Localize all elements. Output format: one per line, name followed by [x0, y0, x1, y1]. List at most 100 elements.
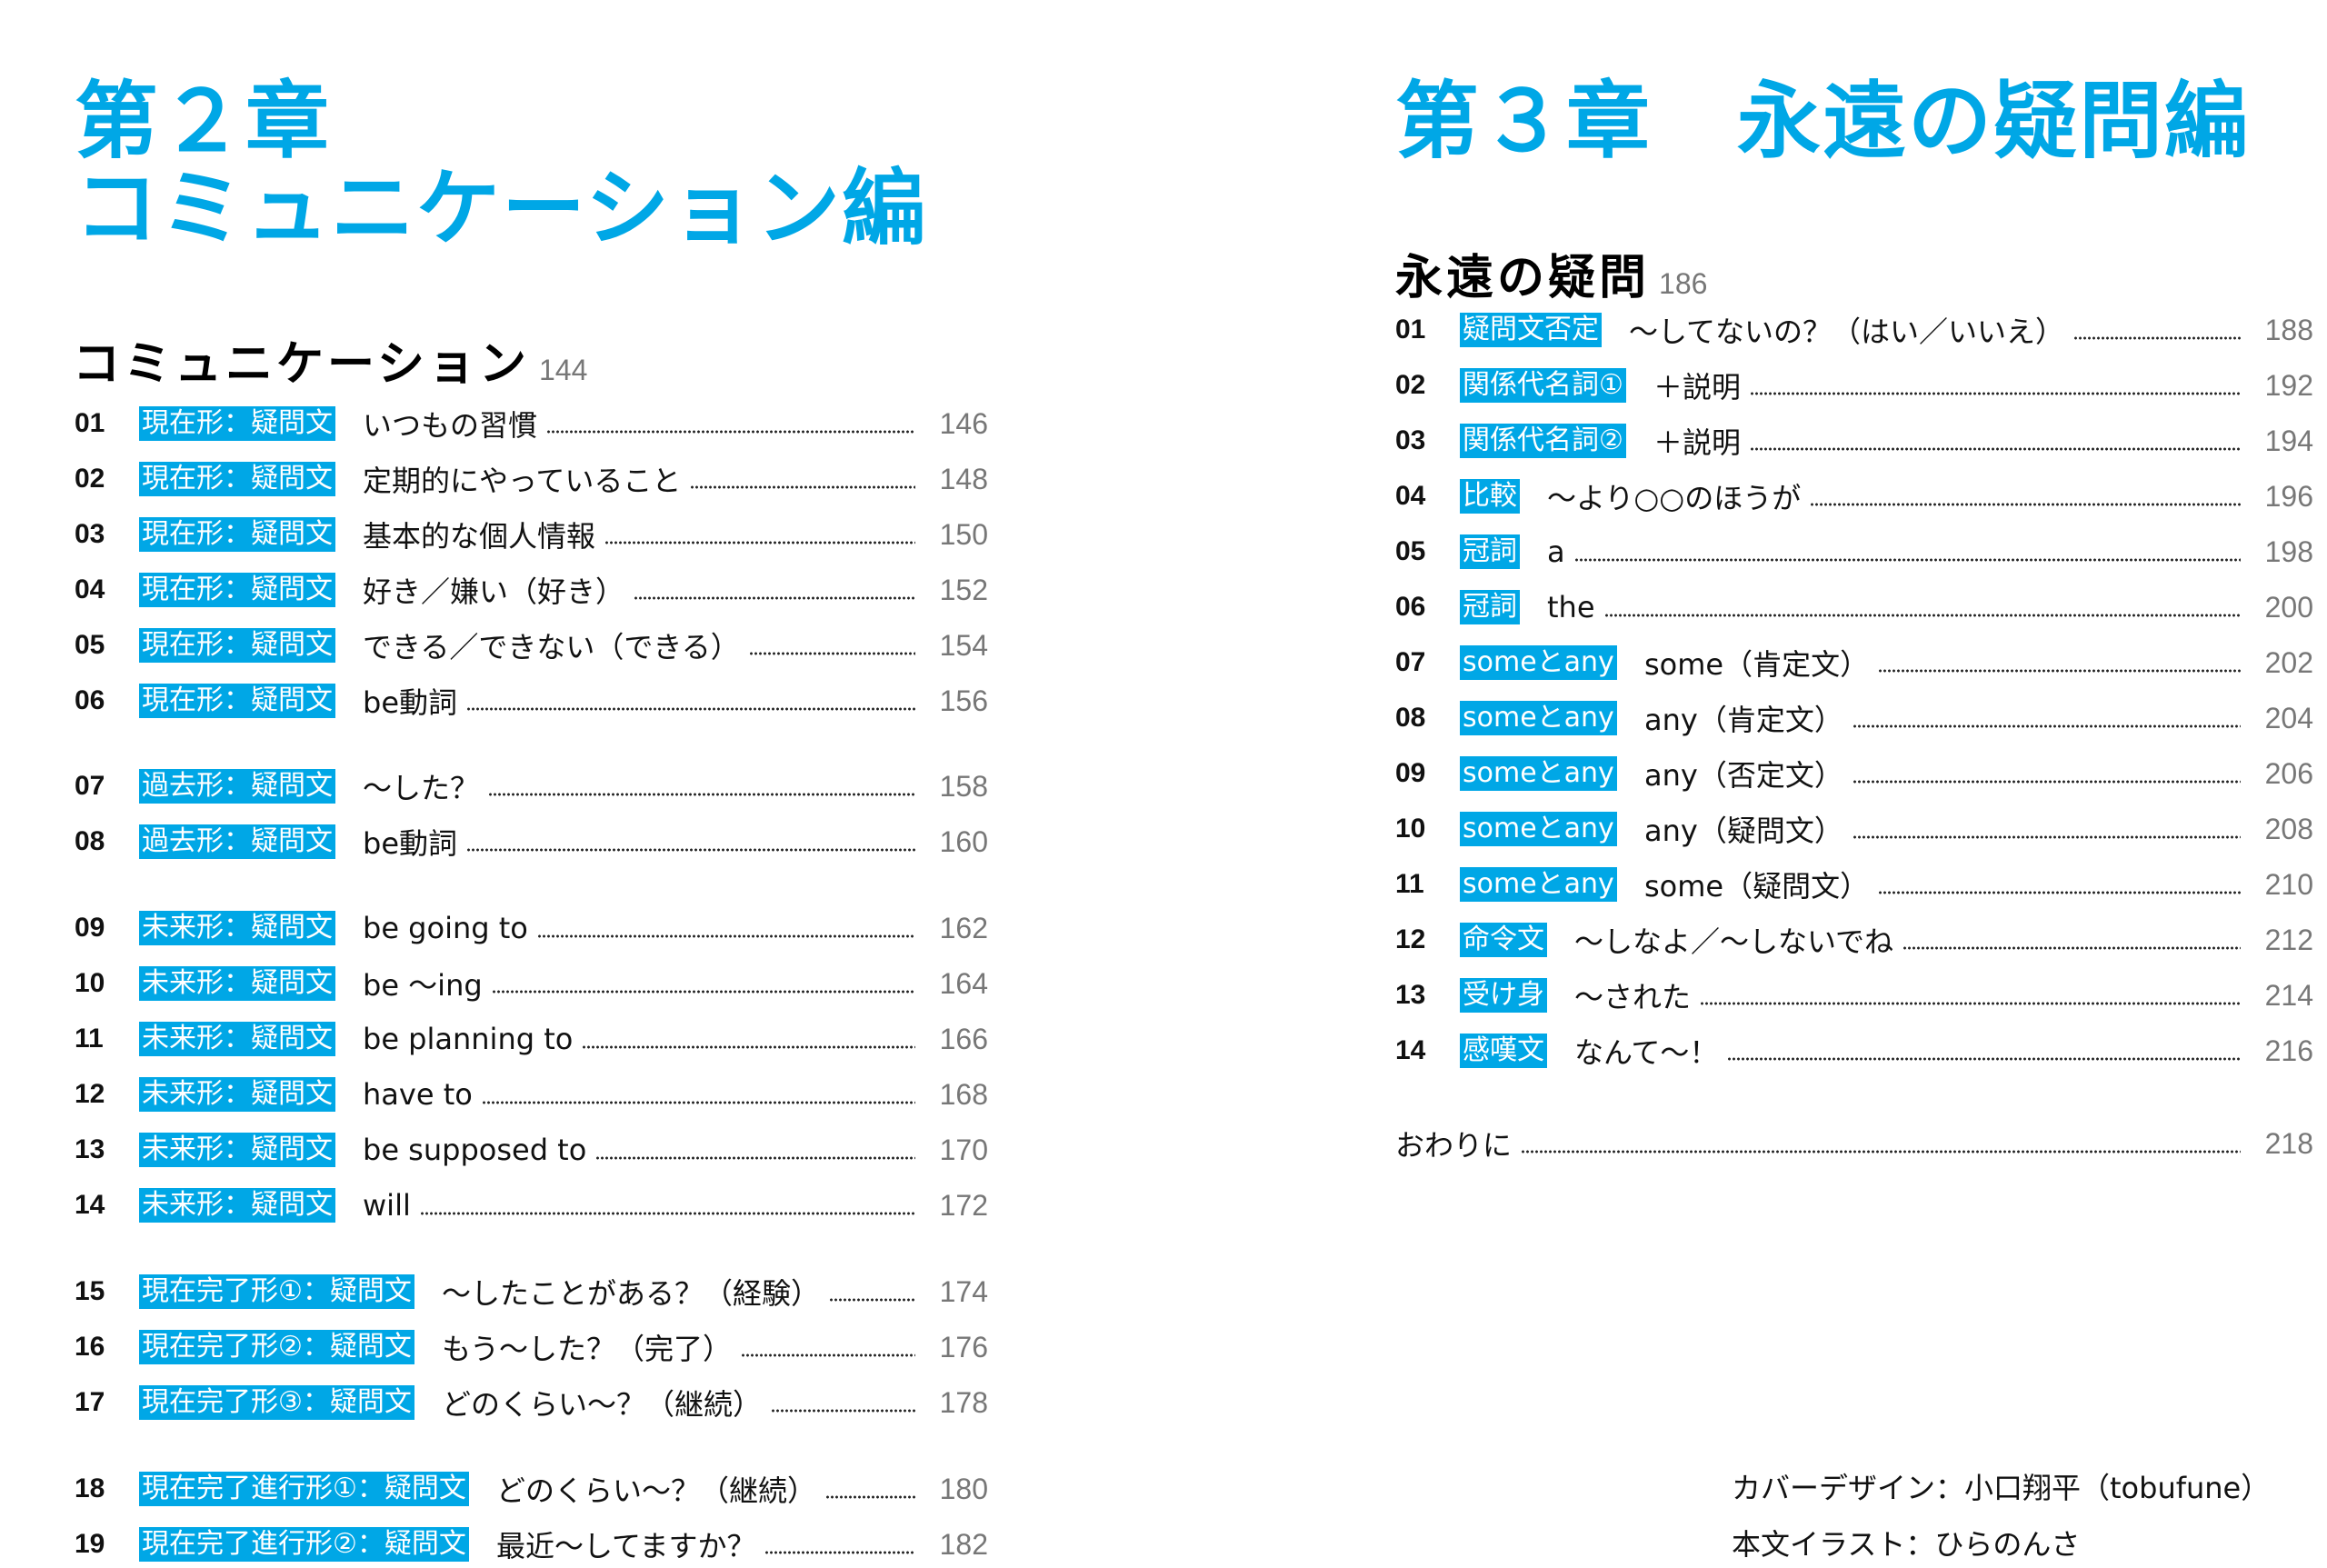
toc-row[interactable]: 10 someとany any（疑問文） 208: [1395, 811, 2313, 848]
toc-row[interactable]: 16 現在完了形②：疑問文 もう～した？（完了） 176: [75, 1329, 988, 1366]
toc-row[interactable]: 01 現在形：疑問文 いつもの習慣 146: [75, 405, 988, 443]
right-page: 第３章 永遠の疑問編 永遠の疑問 186 01 疑問文否定 ～してないの？（はい／いい…: [1164, 0, 2327, 1568]
category-badge: 未来形：疑問文: [139, 966, 335, 1001]
entry-number: 01: [75, 408, 105, 438]
toc-row[interactable]: 09 未来形：疑問文 be going to 162: [75, 910, 988, 946]
entry-title: ～したことがある？（経験）: [442, 1276, 821, 1311]
entry-title: 最近～してますか？: [496, 1529, 756, 1563]
toc-row[interactable]: 06 現在形：疑問文 be動詞 156: [75, 683, 988, 720]
section-name: 永遠の疑問: [1395, 251, 1651, 305]
leader-dots: [1853, 779, 2241, 784]
category-badge: 過去形：疑問文: [139, 769, 335, 804]
toc-row[interactable]: 17 現在完了形③：疑問文 どのくらい～？（継続） 178: [75, 1384, 988, 1422]
toc-row[interactable]: 19 現在完了進行形②：疑問文 最近～してますか？ 182: [75, 1526, 988, 1563]
page-number: 176: [939, 1330, 988, 1363]
leader-dots: [825, 1494, 915, 1500]
category-badge: 未来形：疑問文: [139, 1188, 335, 1223]
toc-row[interactable]: 10 未来形：疑問文 be ～ing 164: [75, 965, 988, 1003]
entry-title: ～した？: [363, 771, 480, 805]
toc-row-afterword[interactable]: おわりに 218: [1395, 1125, 2313, 1164]
toc-row[interactable]: 04 現在形：疑問文 好き／嫌い（好き） 152: [75, 572, 988, 609]
toc-row[interactable]: 02 関係代名詞① ＋説明 192: [1395, 367, 2313, 404]
category-badge: 現在完了形②：疑問文: [139, 1330, 414, 1364]
leader-dots: [537, 934, 915, 939]
entry-title: ＋説明: [1653, 370, 1742, 404]
page-number: 156: [939, 684, 988, 717]
toc-row[interactable]: 08 someとany any（肯定文） 204: [1395, 700, 2313, 737]
toc-row[interactable]: 15 現在完了形①：疑問文 ～したことがある？（経験） 174: [75, 1273, 988, 1311]
toc-row[interactable]: 02 現在形：疑問文 定期的にやっていること 148: [75, 461, 988, 498]
toc-row[interactable]: 11 someとany some（疑問文） 210: [1395, 866, 2313, 904]
category-badge: 現在形：疑問文: [139, 684, 335, 718]
entry-title: 基本的な個人情報: [363, 519, 596, 554]
toc-row[interactable]: 01 疑問文否定 ～してないの？（はい／いいえ） 188: [1395, 312, 2313, 349]
page-number: 154: [939, 628, 988, 662]
entry-number: 10: [75, 968, 105, 998]
page-number: 188: [2264, 313, 2313, 346]
entry-title: 好き／嫌い（好き）: [363, 574, 625, 609]
page-number: 166: [939, 1022, 988, 1055]
chapter-title-line2: コミュニケーション編: [75, 160, 928, 257]
toc-row[interactable]: 03 現在形：疑問文 基本的な個人情報 150: [75, 516, 988, 554]
toc-row[interactable]: 06 冠詞 the 200: [1395, 589, 2313, 625]
toc-row[interactable]: 13 受け身 ～された 214: [1395, 977, 2313, 1014]
category-badge: 関係代名詞②: [1460, 424, 1626, 458]
page-number: 168: [939, 1077, 988, 1111]
leader-dots: [1878, 668, 2241, 674]
toc-row[interactable]: 03 関係代名詞② ＋説明 194: [1395, 423, 2313, 460]
toc-row[interactable]: 05 冠詞 a 198: [1395, 534, 2313, 570]
leader-dots: [1604, 613, 2241, 618]
entry-title: any（肯定文）: [1644, 703, 1843, 737]
leader-dots: [1521, 1149, 2241, 1154]
category-badge: 未来形：疑問文: [139, 911, 335, 945]
toc-row[interactable]: 13 未来形：疑問文 be supposed to 170: [75, 1132, 988, 1168]
toc-row[interactable]: 11 未来形：疑問文 be planning to 166: [75, 1021, 988, 1057]
leader-dots: [488, 792, 915, 797]
entry-title: be ～ing: [363, 968, 483, 1003]
category-badge: 過去形：疑問文: [139, 824, 335, 859]
toc-row[interactable]: 08 過去形：疑問文 be動詞 160: [75, 824, 988, 861]
leader-dots: [482, 1100, 915, 1105]
leader-dots: [1574, 557, 2241, 563]
page-number: 212: [2264, 923, 2313, 956]
toc-row[interactable]: 09 someとany any（否定文） 206: [1395, 755, 2313, 793]
entry-number: 03: [1395, 425, 1426, 455]
toc-row[interactable]: 05 現在形：疑問文 できる／できない（できる） 154: [75, 627, 988, 664]
leader-dots: [492, 989, 915, 994]
leader-dots: [2073, 335, 2241, 341]
leader-dots: [595, 1155, 915, 1161]
leader-dots: [466, 847, 915, 853]
section-heading: 永遠の疑問 186: [1395, 239, 1707, 307]
page-number: 174: [939, 1274, 988, 1308]
entry-number: 18: [75, 1473, 105, 1503]
category-badge: 現在形：疑問文: [139, 462, 335, 496]
toc-row[interactable]: 12 命令文 ～しなよ／～しないでね 212: [1395, 922, 2313, 959]
entry-number: 04: [75, 574, 105, 604]
page-number: 210: [2264, 867, 2313, 901]
entry-number: 07: [75, 771, 105, 801]
section-name: コミュニケーション: [73, 337, 530, 392]
category-badge: 冠詞: [1460, 534, 1520, 569]
category-badge: 命令文: [1460, 923, 1547, 957]
leader-dots: [1903, 945, 2241, 951]
toc-row[interactable]: 18 現在完了進行形①：疑問文 どのくらい～？（継続） 180: [75, 1471, 988, 1508]
entry-title: be planning to: [363, 1022, 574, 1056]
category-badge: 現在形：疑問文: [139, 517, 335, 552]
toc-row[interactable]: 14 感嘆文 なんて～！ 216: [1395, 1033, 2313, 1070]
leader-dots: [1853, 834, 2241, 840]
entry-title: have to: [363, 1077, 473, 1112]
entry-title: be動詞: [363, 826, 458, 861]
leader-dots: [1727, 1056, 2241, 1062]
toc-row[interactable]: 14 未来形：疑問文 will 172: [75, 1187, 988, 1223]
entry-title: ～された: [1574, 980, 1692, 1014]
toc-row[interactable]: 07 someとany some（肯定文） 202: [1395, 644, 2313, 682]
toc-row[interactable]: 04 比較 ～より○○のほうが 196: [1395, 478, 2313, 515]
entry-number: 01: [1395, 315, 1426, 345]
toc-row[interactable]: 12 未来形：疑問文 have to 168: [75, 1076, 988, 1113]
entry-title: any（疑問文）: [1644, 814, 1843, 848]
credit-cover-design: カバーデザイン：小口翔平（tobufune）: [1732, 1471, 2271, 1505]
left-page: 第２章 コミュニケーション編 コミュニケーション 144 01 現在形：疑問文 いつも…: [73, 80, 988, 1564]
category-badge: someとany: [1460, 867, 1617, 902]
toc-row[interactable]: 07 過去形：疑問文 ～した？ 158: [75, 768, 988, 805]
category-badge: 現在完了進行形①：疑問文: [139, 1472, 469, 1506]
